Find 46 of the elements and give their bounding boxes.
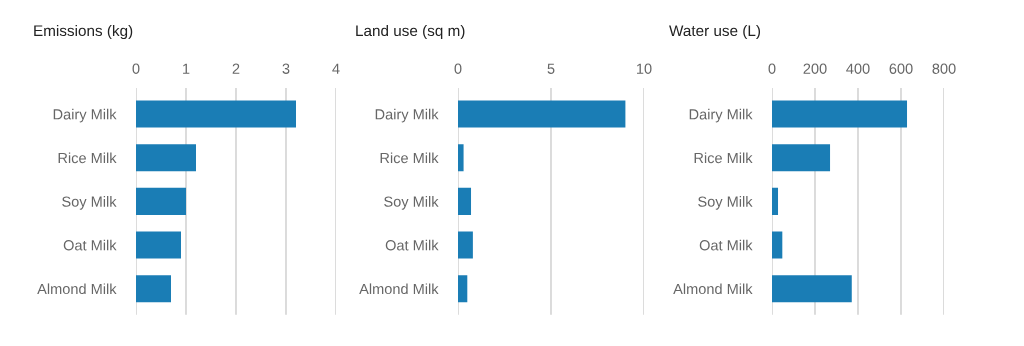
bar xyxy=(458,187,472,215)
bar xyxy=(136,187,186,215)
bar xyxy=(136,144,196,172)
x-tick-label: 2 xyxy=(232,63,240,74)
x-tick-label: 0 xyxy=(132,63,140,74)
bar xyxy=(458,144,464,172)
y-tick-label: Dairy Milk xyxy=(689,108,753,123)
x-tick-label: 3 xyxy=(282,63,290,74)
y-tick-label: Oat Milk xyxy=(385,239,439,251)
bar xyxy=(772,231,783,259)
bar xyxy=(136,100,296,128)
y-tick-label: Almond Milk xyxy=(673,283,753,295)
x-tick-label: 5 xyxy=(547,63,555,74)
bar xyxy=(458,275,468,303)
y-tick-label: Oat Milk xyxy=(699,239,753,251)
bar xyxy=(772,187,779,215)
y-tick-label: Almond Milk xyxy=(37,283,117,295)
x-tick-label: 600 xyxy=(889,63,913,74)
x-tick-label: 0 xyxy=(454,63,462,74)
x-tick-label: 200 xyxy=(803,63,827,74)
y-tick-label: Almond Milk xyxy=(359,283,439,295)
chart-title: Water use (L) xyxy=(669,24,761,40)
bar xyxy=(136,275,171,303)
bar xyxy=(458,231,473,259)
x-tick-label: 4 xyxy=(332,63,340,74)
x-tick-label: 800 xyxy=(932,63,956,74)
chart-title: Land use (sq m) xyxy=(356,24,465,40)
y-tick-label: Oat Milk xyxy=(63,239,117,251)
bar xyxy=(772,275,852,303)
y-tick-label: Soy Milk xyxy=(62,196,117,210)
y-tick-label: Soy Milk xyxy=(384,196,439,210)
x-tick-label: 0 xyxy=(768,63,776,74)
y-tick-label: Dairy Milk xyxy=(375,108,439,123)
x-tick-label: 1 xyxy=(183,63,190,74)
y-tick-label: Rice Milk xyxy=(694,152,753,164)
y-tick-label: Rice Milk xyxy=(380,152,439,164)
chart-title: Emissions (kg) xyxy=(34,24,133,40)
bar xyxy=(772,100,908,128)
y-tick-label: Soy Milk xyxy=(698,196,753,210)
x-tick-label: 10 xyxy=(637,63,652,74)
bar xyxy=(772,144,831,172)
bar xyxy=(458,100,626,128)
bar xyxy=(136,231,181,259)
x-tick-label: 400 xyxy=(846,63,870,74)
y-tick-label: Dairy Milk xyxy=(53,108,117,123)
y-tick-label: Rice Milk xyxy=(58,152,117,164)
